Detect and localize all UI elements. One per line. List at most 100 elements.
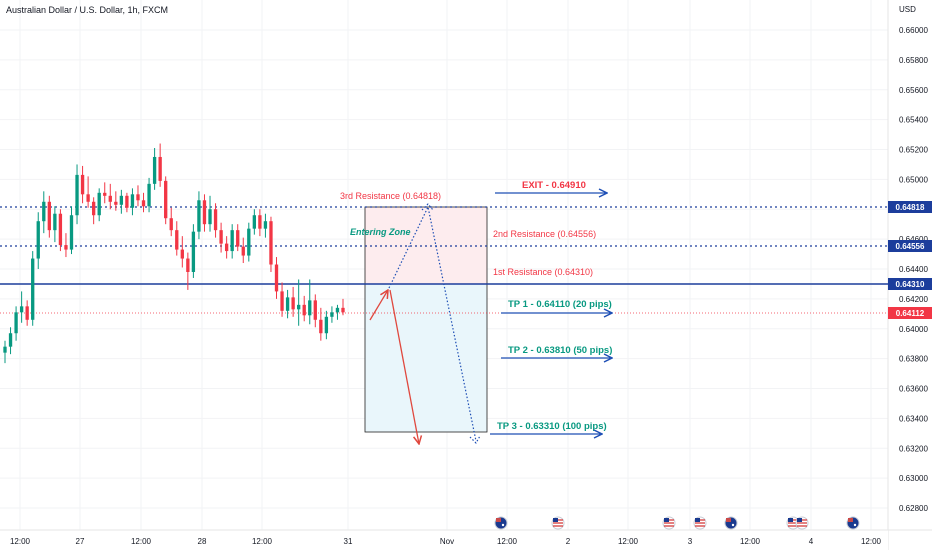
candle[interactable] xyxy=(263,213,268,238)
event-marker[interactable] xyxy=(494,516,508,530)
event-marker[interactable] xyxy=(551,516,565,530)
candle-body xyxy=(208,209,212,225)
candle[interactable] xyxy=(285,289,290,319)
candle[interactable] xyxy=(147,177,151,213)
candle[interactable] xyxy=(169,207,173,237)
candle[interactable] xyxy=(25,300,29,326)
candle[interactable] xyxy=(14,306,18,341)
tp2-annotation[interactable]: TP 2 - 0.63810 (50 pips) xyxy=(501,345,612,358)
candle[interactable] xyxy=(341,298,345,316)
candle[interactable] xyxy=(19,291,24,323)
candle[interactable] xyxy=(91,197,96,225)
candle[interactable] xyxy=(247,222,251,262)
event-marker[interactable] xyxy=(846,516,860,530)
candle[interactable] xyxy=(53,206,57,243)
candle[interactable] xyxy=(186,252,190,290)
event-marker[interactable] xyxy=(795,516,809,530)
candle[interactable] xyxy=(269,216,273,272)
candle[interactable] xyxy=(119,189,124,214)
candle[interactable] xyxy=(241,237,245,264)
candle[interactable] xyxy=(3,340,7,364)
chart-title[interactable]: Australian Dollar / U.S. Dollar, 1h, FXC… xyxy=(6,5,168,15)
exit-annotation[interactable]: EXIT - 0.64910 xyxy=(495,180,607,193)
price-tag-value: 0.64556 xyxy=(896,242,925,251)
resistance-3-label[interactable]: 3rd Resistance (0.64818) xyxy=(340,191,441,201)
candle[interactable] xyxy=(141,192,146,213)
candle[interactable] xyxy=(224,236,229,259)
candle[interactable] xyxy=(36,212,40,269)
candle[interactable] xyxy=(280,282,284,317)
candle[interactable] xyxy=(136,185,140,207)
candle[interactable] xyxy=(130,188,135,216)
candle[interactable] xyxy=(80,165,85,204)
candle[interactable] xyxy=(258,209,262,237)
candle[interactable] xyxy=(31,251,35,326)
time-tick-label: 4 xyxy=(809,537,814,546)
event-markers[interactable] xyxy=(494,516,860,530)
event-marker[interactable] xyxy=(724,516,738,530)
candle[interactable] xyxy=(58,209,63,252)
candle[interactable] xyxy=(158,143,162,187)
time-tick-label: 12:00 xyxy=(861,537,882,546)
candle[interactable] xyxy=(42,191,46,234)
price-axis[interactable] xyxy=(888,0,932,530)
candle[interactable] xyxy=(152,148,157,190)
candle-body xyxy=(263,221,268,229)
candle-body xyxy=(42,201,46,222)
candle[interactable] xyxy=(69,206,74,255)
price-tag: 0.64818 xyxy=(888,201,932,213)
tp3-annotation[interactable]: TP 3 - 0.63310 (100 pips) xyxy=(490,421,607,434)
candle[interactable] xyxy=(47,195,51,238)
time-tick-label: 27 xyxy=(76,537,85,546)
candle[interactable] xyxy=(252,209,257,235)
candle[interactable] xyxy=(97,188,101,222)
flag-union xyxy=(496,518,501,522)
candle-body xyxy=(141,200,146,207)
candle[interactable] xyxy=(191,224,196,278)
candle[interactable] xyxy=(103,182,107,204)
entering-zone-label[interactable]: Entering Zone xyxy=(350,227,411,237)
candle[interactable] xyxy=(175,221,179,256)
candle[interactable] xyxy=(219,222,223,253)
time-axis[interactable] xyxy=(0,530,888,550)
price-axis-ticks: 0.66000 0.65800 0.65600 0.65400 0.65200 0.650… xyxy=(899,26,928,513)
candle[interactable] xyxy=(297,279,301,326)
candle[interactable] xyxy=(8,327,13,355)
resistance-2-label[interactable]: 2nd Resistance (0.64556) xyxy=(493,229,596,239)
candle[interactable] xyxy=(64,233,68,258)
sell-path-arrow xyxy=(389,289,419,444)
trade-zone[interactable] xyxy=(364,206,488,433)
time-tick-label: 28 xyxy=(198,537,207,546)
candle[interactable] xyxy=(202,194,207,232)
candles[interactable] xyxy=(3,143,345,364)
flag-canton xyxy=(553,518,558,522)
event-marker[interactable] xyxy=(693,516,707,530)
candle[interactable] xyxy=(324,310,329,340)
candle[interactable] xyxy=(125,192,129,213)
candle[interactable] xyxy=(108,183,112,210)
candle[interactable] xyxy=(75,164,79,225)
tp1-annotation[interactable]: TP 1 - 0.64110 (20 pips) xyxy=(501,299,612,313)
candle[interactable] xyxy=(319,307,323,341)
candle[interactable] xyxy=(313,294,317,328)
event-marker[interactable] xyxy=(662,516,676,530)
candle[interactable] xyxy=(197,191,201,240)
candle-body xyxy=(91,201,96,216)
candle[interactable] xyxy=(180,236,184,268)
candle[interactable] xyxy=(302,295,306,322)
candle[interactable] xyxy=(236,224,240,252)
candle[interactable] xyxy=(308,279,312,325)
candle[interactable] xyxy=(213,203,218,238)
candle[interactable] xyxy=(86,176,90,208)
candle[interactable] xyxy=(335,304,340,320)
candle[interactable] xyxy=(330,306,334,323)
candle[interactable] xyxy=(208,195,212,232)
candle[interactable] xyxy=(230,224,234,259)
candle[interactable] xyxy=(114,191,118,211)
resistance-1-label[interactable]: 1st Resistance (0.64310) xyxy=(493,267,593,277)
candle[interactable] xyxy=(164,176,168,225)
candle[interactable] xyxy=(274,257,279,299)
candle[interactable] xyxy=(291,286,295,317)
